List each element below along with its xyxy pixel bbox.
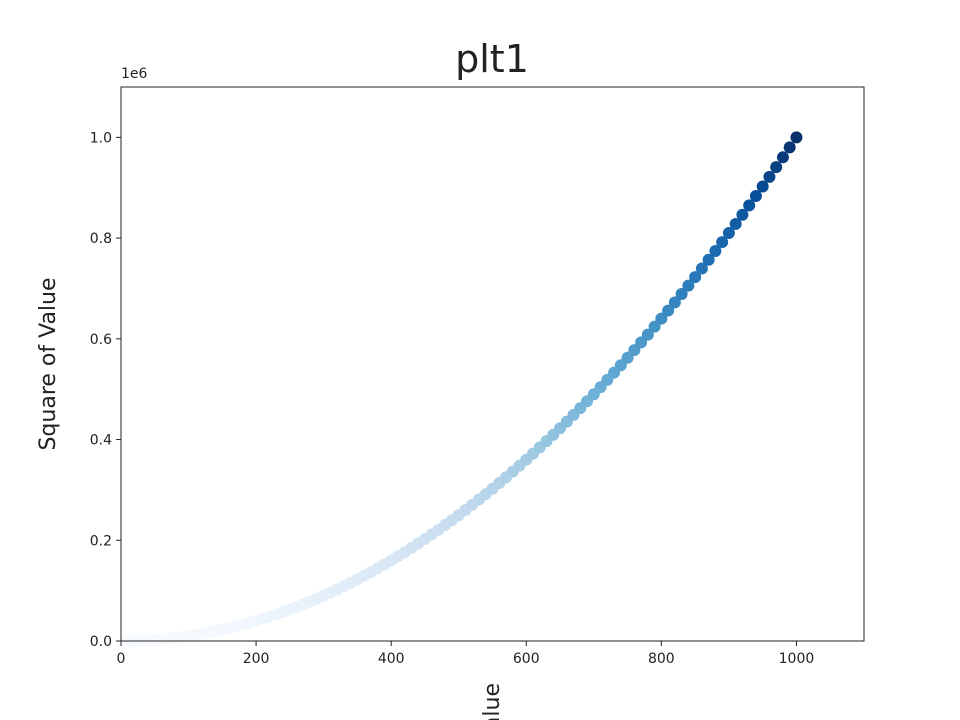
point (655, 312, 668, 325)
y-tick-label: 0.0 (90, 634, 112, 650)
point (662, 304, 675, 317)
x-tick-label: 200 (243, 651, 270, 667)
point (743, 199, 756, 212)
point (628, 344, 641, 357)
offset-label: 1e6 (121, 66, 148, 82)
point (749, 189, 762, 202)
points (121, 131, 803, 647)
point (763, 170, 776, 183)
point (689, 271, 702, 284)
point (756, 180, 769, 193)
y-tick-label: 0.2 (90, 533, 112, 549)
point (729, 217, 742, 230)
point (776, 151, 789, 164)
x-tick-label: 400 (378, 651, 405, 667)
point (783, 141, 796, 154)
point (702, 253, 715, 266)
y-tick-label: 0.6 (90, 332, 112, 348)
x-tick-label: 600 (513, 651, 540, 667)
point (695, 262, 708, 275)
y-axis-label: Square of Value (36, 277, 61, 450)
point (722, 227, 735, 240)
point (770, 161, 783, 174)
plot-frame (120, 86, 865, 642)
point (682, 279, 695, 292)
point (716, 236, 729, 249)
y-tick-label: 1.0 (90, 130, 112, 146)
point (790, 131, 803, 144)
point (709, 244, 722, 257)
point (641, 328, 654, 341)
point (736, 208, 749, 221)
point (675, 288, 688, 301)
y-tick-label: 0.4 (90, 433, 112, 449)
y-tick-label: 0.8 (90, 231, 112, 247)
chart-title: plt1 (455, 37, 529, 81)
point (648, 320, 661, 333)
x-axis-label: Value (480, 683, 505, 720)
x-tick-label: 0 (117, 651, 126, 667)
point (635, 336, 648, 349)
point (668, 296, 681, 309)
x-tick-label: 800 (648, 651, 675, 667)
x-tick-label: 1000 (779, 651, 815, 667)
